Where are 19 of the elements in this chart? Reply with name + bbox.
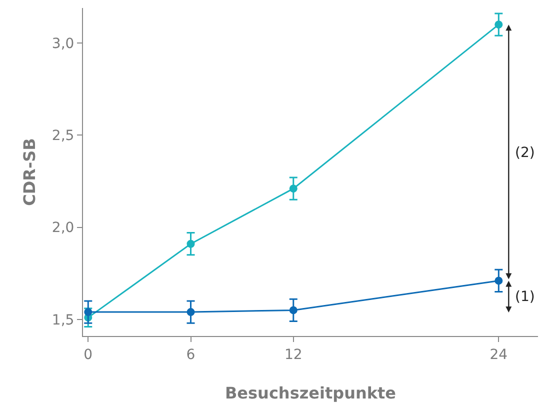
y-tick-label: 3,0 (52, 36, 74, 52)
x-tick-label: 6 (186, 346, 196, 363)
x-tick-label: 12 (284, 346, 302, 363)
annotation: (1) (515, 289, 535, 305)
point (494, 20, 503, 29)
point (186, 308, 195, 316)
x-tick-label: 0 (84, 346, 93, 363)
y-axis-title: CDR-SB (20, 138, 39, 206)
point (289, 306, 298, 314)
y-tick-label: 1,5 (52, 312, 74, 328)
y-tick-label: 2,5 (52, 128, 74, 144)
y-tick-label: 2,0 (52, 220, 74, 236)
point (84, 308, 92, 316)
point (289, 184, 298, 193)
point (494, 276, 503, 285)
x-tick-label: 24 (490, 346, 508, 363)
point (186, 240, 195, 248)
annotation: (2) (515, 145, 535, 161)
x-axis-title: Besuchszeitpunkte (224, 384, 396, 402)
